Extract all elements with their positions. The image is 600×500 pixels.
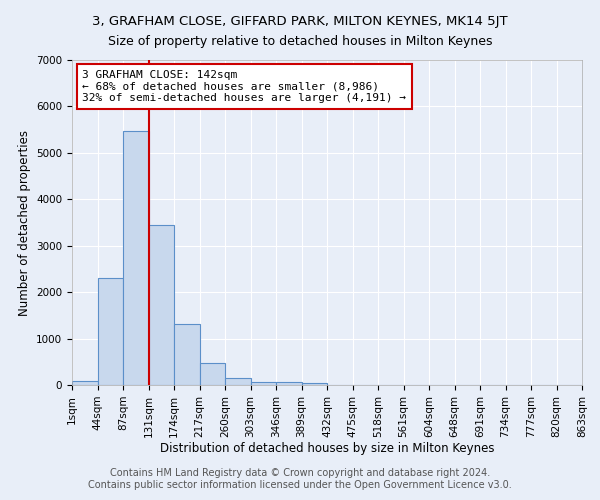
Bar [123,130,149,385]
Bar [97,278,123,385]
Y-axis label: Number of detached properties: Number of detached properties [17,130,31,316]
Bar [276,382,302,385]
Bar [225,378,251,385]
X-axis label: Distribution of detached houses by size in Milton Keynes: Distribution of detached houses by size … [160,442,494,456]
Text: Contains HM Land Registry data © Crown copyright and database right 2024.
Contai: Contains HM Land Registry data © Crown c… [88,468,512,490]
Text: 3 GRAFHAM CLOSE: 142sqm
← 68% of detached houses are smaller (8,986)
32% of semi: 3 GRAFHAM CLOSE: 142sqm ← 68% of detache… [82,70,406,103]
Bar [72,382,97,385]
Bar [199,363,225,385]
Bar [174,324,199,385]
Bar [302,383,327,385]
Text: 3, GRAFHAM CLOSE, GIFFARD PARK, MILTON KEYNES, MK14 5JT: 3, GRAFHAM CLOSE, GIFFARD PARK, MILTON K… [92,15,508,28]
Bar [149,225,174,385]
Text: Size of property relative to detached houses in Milton Keynes: Size of property relative to detached ho… [108,35,492,48]
Bar [251,382,276,385]
